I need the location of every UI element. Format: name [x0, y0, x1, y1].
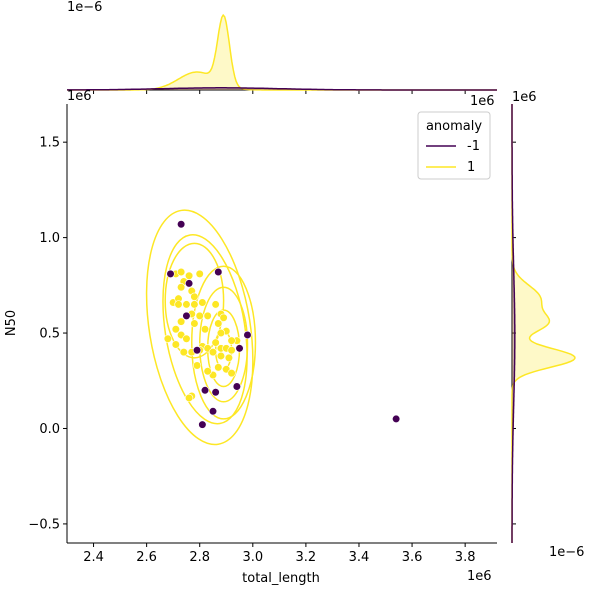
- scatter-point-normal: [219, 313, 228, 322]
- legend-label-anomaly--1: -1: [467, 139, 480, 154]
- scatter-point-normal: [198, 298, 207, 307]
- y-tick-label: −0.5: [28, 517, 60, 532]
- scatter-point-anomaly: [214, 267, 223, 277]
- top-marginal-curve-anomaly: [67, 87, 497, 91]
- kde-contour-level: [191, 265, 257, 420]
- x-tick-label: 3.0: [242, 550, 263, 565]
- scatter-point-normal: [195, 269, 204, 278]
- top-marginal-kde: 1e−6: [67, 0, 497, 94]
- right-marginal-fill-normal: [512, 104, 575, 543]
- scatter-point-normal: [184, 393, 194, 403]
- scatter-point-anomaly: [232, 382, 241, 391]
- scatter-point-anomaly: [235, 344, 244, 353]
- scatter-point-normal: [192, 361, 202, 370]
- main-scatter-axes: 2.4 2.6 2.8 3.0 3.2 3.4 3.6 3.8 −0.5 0.0 0.5 1.0 1.…: [4, 89, 537, 586]
- x-ticks: 2.4 2.6 2.8 3.0 3.2 3.4 3.6 3.8: [83, 543, 475, 565]
- scatter-point-normal: [171, 340, 180, 349]
- scatter-point-normal: [200, 325, 210, 334]
- scatter-point-normal: [177, 317, 186, 326]
- scatter-point-normal: [227, 336, 236, 345]
- scatter-point-normal: [203, 311, 212, 320]
- scatter-point-normal: [227, 369, 236, 378]
- x-tick-label: 3.4: [349, 550, 370, 565]
- scatter-point-normal: [190, 300, 199, 309]
- scatter-point-anomaly: [192, 346, 202, 355]
- scatter-point-normal: [171, 325, 180, 334]
- legend: anomaly -1 1: [417, 111, 491, 180]
- scatter-point-normal: [190, 319, 199, 328]
- x-tick-label: 3.6: [402, 550, 423, 565]
- scatter-point-normal: [182, 300, 191, 309]
- scatter-point-anomaly: [177, 220, 186, 229]
- axes-frame: [66, 104, 497, 544]
- scatter-point-anomaly: [392, 414, 401, 424]
- scatter-point-anomaly: [166, 269, 175, 278]
- y-tick-label: 1.0: [39, 231, 60, 246]
- y-tick-label: 0.5: [39, 327, 60, 342]
- scatter-point-normal: [177, 267, 186, 277]
- scatter-point-normal: [182, 334, 191, 343]
- legend-title: anomaly: [426, 119, 482, 134]
- top-marginal-fill-normal: [67, 15, 497, 91]
- x-tick-label: 2.8: [189, 550, 210, 565]
- x-tick-label: 2.4: [83, 550, 104, 565]
- scatter-point-normal: [216, 351, 226, 361]
- scatter-point-normal: [227, 346, 236, 355]
- x-tick-label: 3.2: [296, 550, 317, 565]
- scatter-point-normal: [214, 363, 223, 372]
- x-tick-label: 2.6: [136, 550, 157, 565]
- y-offset-text: 1e6: [67, 89, 92, 104]
- scatter-point-normal: [195, 311, 204, 320]
- top-marginal-x-offset-text: 1e6: [470, 94, 495, 109]
- right-marginal-offset-text: 1e−6: [549, 545, 584, 560]
- y-tick-label: 0.0: [39, 422, 60, 437]
- y-ticks: −0.5 0.0 0.5 1.0 1.5: [28, 136, 67, 532]
- y-axis-label: N50: [4, 310, 19, 336]
- scatter-point-normal: [211, 300, 220, 309]
- scatter-point-normal: [224, 353, 234, 362]
- y-tick-label: 1.5: [39, 136, 60, 151]
- top-marginal-curve-normal: [67, 13, 497, 91]
- scatter-point-normal: [203, 367, 212, 376]
- kde-contours: [145, 209, 257, 446]
- scatter-point-normal: [190, 292, 199, 301]
- scatter-point-normal: [177, 283, 186, 292]
- scatter-point-normal: [179, 348, 188, 357]
- right-marginal-kde: 1e−6: [511, 104, 584, 560]
- scatter-point-anomaly: [200, 386, 210, 395]
- x-axis-label: total_length: [242, 571, 320, 586]
- kde-contour-level: [164, 242, 225, 359]
- x-tick-label: 3.8: [455, 550, 476, 565]
- scatter-point-anomaly: [208, 407, 218, 416]
- scatter-point-normal: [216, 328, 226, 338]
- x-offset-text: 1e6: [467, 569, 492, 584]
- scatter-point-normal: [214, 319, 223, 328]
- scatter-point-normal: [211, 338, 220, 347]
- scatter-point-normal: [174, 300, 183, 309]
- scatter-point-anomaly: [243, 330, 252, 340]
- scatter-points: [163, 220, 401, 429]
- scatter-point-anomaly: [184, 279, 194, 288]
- legend-label-anomaly-1: 1: [467, 160, 475, 175]
- scatter-point-anomaly: [211, 388, 220, 397]
- scatter-point-normal: [163, 334, 172, 343]
- scatter-point-normal: [208, 348, 218, 357]
- kde-contour-level: [145, 209, 254, 446]
- scatter-point-anomaly: [198, 420, 207, 429]
- scatter-point-anomaly: [182, 311, 191, 320]
- top-marginal-offset-text: 1e−6: [67, 0, 102, 15]
- right-marginal-y-offset-text: 1e6: [512, 90, 537, 105]
- right-marginal-curve-anomaly: [511, 104, 516, 543]
